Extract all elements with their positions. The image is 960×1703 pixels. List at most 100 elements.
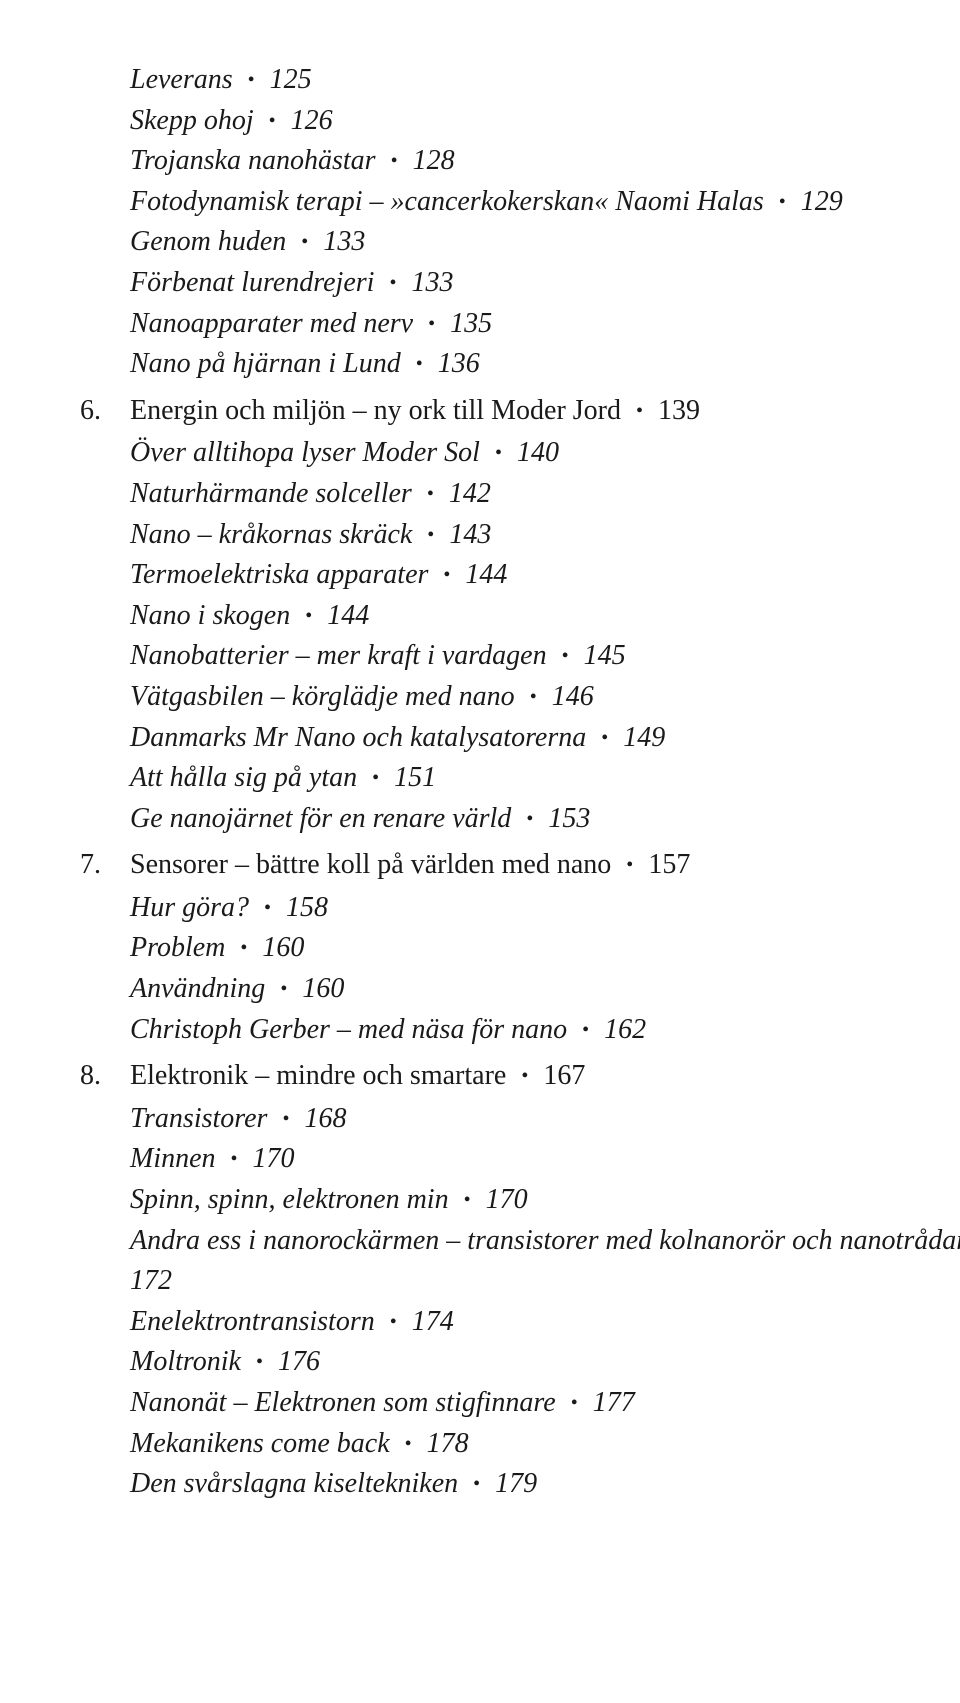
- toc-sub-item: Naturhärmande solceller • 142: [130, 474, 960, 515]
- toc-sub-page: 133: [411, 267, 453, 298]
- toc-sub-page: 160: [262, 932, 304, 963]
- toc-chapter-number: 8.: [80, 1056, 130, 1097]
- toc-sub-item: Den svårslagna kiseltekniken • 179: [130, 1464, 960, 1505]
- toc-sub-page: 144: [327, 600, 369, 631]
- toc-sub-item: Nano – kråkornas skräck • 143: [130, 515, 960, 556]
- bullet-separator: •: [473, 1470, 480, 1499]
- toc-sub-page: 133: [323, 226, 365, 257]
- toc-sub-item: Danmarks Mr Nano och katalysatorerna • 1…: [130, 718, 960, 759]
- toc-sub-label: Skepp ohoj: [130, 105, 254, 136]
- bullet-separator: •: [427, 480, 434, 509]
- toc-sub-page: 129: [801, 186, 843, 217]
- toc-sub-label: Över alltihopa lyser Moder Sol: [130, 437, 480, 468]
- toc-sub-page: 170: [253, 1143, 295, 1174]
- toc-sub-item: Hur göra? • 158: [130, 888, 960, 929]
- bullet-separator: •: [626, 851, 633, 880]
- toc-chapter-number: 6.: [80, 391, 130, 432]
- toc-sub-item: Att hålla sig på ytan • 151: [130, 758, 960, 799]
- toc-sub-label: Nanobatterier – mer kraft i vardagen: [130, 640, 547, 671]
- bullet-separator: •: [305, 602, 312, 631]
- toc-sub-page: 177: [593, 1387, 635, 1418]
- toc-sub-item: Minnen • 170: [130, 1139, 960, 1180]
- toc-sub-item: Vätgasbilen – körglädje med nano • 146: [130, 677, 960, 718]
- toc-sub-item: Leverans • 125: [130, 60, 960, 101]
- toc-sub-label: Att hålla sig på ytan: [130, 762, 357, 793]
- toc-sub-item: Enelektrontransistorn • 174: [130, 1302, 960, 1343]
- bullet-separator: •: [779, 188, 786, 217]
- toc-sub-item: Spinn, spinn, elektronen min • 170: [130, 1180, 960, 1221]
- bullet-separator: •: [427, 521, 434, 550]
- toc-sub-page: 168: [304, 1103, 346, 1134]
- toc-sub-list: Över alltihopa lyser Moder Sol • 140 Natu…: [80, 433, 960, 839]
- toc-sub-label: Nano i skogen: [130, 600, 290, 631]
- toc-chapter-row: 8.Elektronik – mindre och smartare • 167: [80, 1056, 960, 1097]
- bullet-separator: •: [264, 894, 271, 923]
- toc-sub-page: 174: [412, 1306, 454, 1337]
- bullet-separator: •: [562, 642, 569, 671]
- toc-sub-item: Nanonät – Elektronen som stigfinnare • 1…: [130, 1383, 960, 1424]
- toc-sub-item: Moltronik • 176: [130, 1342, 960, 1383]
- toc-sub-page: 149: [623, 722, 665, 753]
- bullet-separator: •: [521, 1062, 528, 1091]
- toc-sub-label: Leverans: [130, 64, 233, 95]
- toc-sub-page: 172: [130, 1265, 172, 1296]
- bullet-separator: •: [582, 1016, 589, 1045]
- toc-sub-page: 142: [449, 478, 491, 509]
- toc-sub-list: Hur göra? • 158Problem • 160Användning •…: [80, 888, 960, 1050]
- toc-sub-item: Trojanska nanohästar • 128: [130, 141, 960, 182]
- toc-sub-label: Vätgasbilen – körglädje med nano: [130, 681, 515, 712]
- toc-chapter-title: Elektronik – mindre och smartare • 167: [130, 1056, 585, 1097]
- toc-sub-item: Christoph Gerber – med näsa för nano • 1…: [130, 1010, 960, 1051]
- toc-sub-page: 178: [427, 1428, 469, 1459]
- toc-chapter-row: 7.Sensorer – bättre koll på världen med …: [80, 845, 960, 886]
- toc-sub-label: Enelektrontransistorn: [130, 1306, 375, 1337]
- toc-chapter-label: Elektronik – mindre och smartare: [130, 1060, 506, 1091]
- bullet-separator: •: [282, 1105, 289, 1134]
- bullet-separator: •: [526, 805, 533, 834]
- toc-chapter-title: Energin och miljön – ny ork till Moder J…: [130, 391, 700, 432]
- bullet-separator: •: [280, 975, 287, 1004]
- toc-sub-item: Förbenat lurendrejeri • 133: [130, 263, 960, 304]
- toc-sub-page: 125: [270, 64, 312, 95]
- toc-sub-page: 176: [278, 1346, 320, 1377]
- toc-sub-item: Skepp ohoj • 126: [130, 101, 960, 142]
- bullet-separator: •: [240, 934, 247, 963]
- bullet-separator: •: [601, 724, 608, 753]
- toc-sub-list: Transistorer • 168Minnen • 170Spinn, spi…: [80, 1099, 960, 1505]
- toc-sub-page: 136: [438, 348, 480, 379]
- bullet-separator: •: [390, 1308, 397, 1337]
- toc-sub-page: 162: [604, 1014, 646, 1045]
- bullet-separator: •: [372, 764, 379, 793]
- toc-chapter-row: 6.Energin och miljön – ny ork till Moder…: [80, 391, 960, 432]
- toc-sub-page: 160: [302, 973, 344, 1004]
- toc-chapter: 7.Sensorer – bättre koll på världen med …: [80, 845, 960, 1050]
- toc-sub-label: Genom huden: [130, 226, 286, 257]
- bullet-separator: •: [464, 1186, 471, 1215]
- toc-sub-label: Förbenat lurendrejeri: [130, 267, 374, 298]
- toc-sub-label: Nanoapparater med nerv: [130, 308, 413, 339]
- toc-sub-page: 170: [486, 1184, 528, 1215]
- toc-sub-label: Andra ess i nanorockärmen – transistorer…: [130, 1225, 960, 1256]
- bullet-separator: •: [301, 228, 308, 257]
- toc-sub-page: 146: [552, 681, 594, 712]
- bullet-separator: •: [495, 439, 502, 468]
- toc-sub-page: 158: [286, 892, 328, 923]
- toc-chapter-label: Energin och miljön – ny ork till Moder J…: [130, 395, 621, 426]
- toc-sub-item: Nanobatterier – mer kraft i vardagen • 1…: [130, 636, 960, 677]
- toc-sub-label: Trojanska nanohästar: [130, 145, 376, 176]
- bullet-separator: •: [231, 1145, 238, 1174]
- toc-sub-item: Termoelektriska apparater • 144: [130, 555, 960, 596]
- toc-sub-page: 153: [548, 803, 590, 834]
- toc-sub-label: Nanonät – Elektronen som stigfinnare: [130, 1387, 556, 1418]
- bullet-separator: •: [256, 1348, 263, 1377]
- toc-sub-label: Problem: [130, 932, 225, 963]
- toc-sub-page: 128: [413, 145, 455, 176]
- toc-sub-item: Nanoapparater med nerv • 135: [130, 304, 960, 345]
- toc-sub-item: Transistorer • 168: [130, 1099, 960, 1140]
- toc-sub-label: Spinn, spinn, elektronen min: [130, 1184, 449, 1215]
- bullet-separator: •: [443, 561, 450, 590]
- toc-sub-label: Transistorer: [130, 1103, 267, 1134]
- toc-sub-item: Ge nanojärnet för en renare värld • 153: [130, 799, 960, 840]
- toc-sub-label: Fotodynamisk terapi – »cancerkokerskan« …: [130, 186, 764, 217]
- toc-sub-page: 140: [517, 437, 559, 468]
